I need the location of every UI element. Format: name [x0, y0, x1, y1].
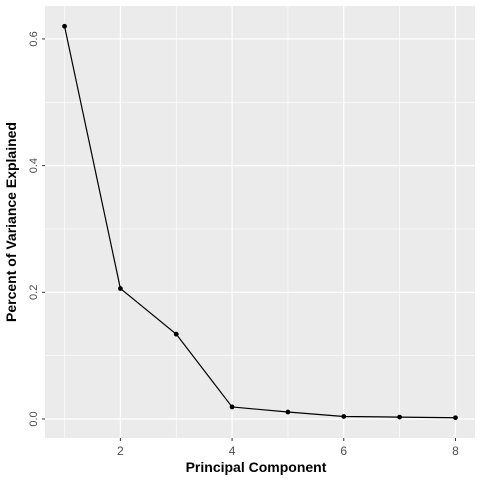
minor-gridlines — [45, 6, 475, 438]
data-point — [62, 23, 67, 29]
major-gridlines — [45, 6, 475, 438]
x-tick-label: 6 — [340, 444, 347, 458]
data-point — [397, 414, 403, 420]
plot-panel — [45, 6, 475, 438]
data-point — [453, 415, 458, 421]
data-point — [229, 404, 235, 410]
x-tick-label: 8 — [452, 444, 459, 458]
x-axis-ticks: 2 4 6 8 — [117, 438, 459, 458]
data-series — [62, 23, 458, 421]
y-tick-label: 0.0 — [28, 411, 40, 426]
data-point — [341, 414, 347, 419]
data-point — [117, 286, 123, 291]
y-tick-label: 0.4 — [28, 158, 40, 173]
data-point — [285, 409, 291, 415]
y-tick-label: 0.2 — [28, 285, 40, 300]
x-axis-title: Principal Component — [186, 459, 327, 475]
x-tick-label: 4 — [229, 444, 236, 458]
y-tick-label: 0.6 — [28, 31, 40, 46]
data-point — [173, 331, 179, 337]
y-axis-title: Percent of Variance Explained — [3, 122, 19, 322]
x-tick-label: 2 — [117, 444, 124, 458]
series-line — [63, 26, 456, 419]
y-axis-ticks: 0.0 0.2 0.4 0.6 — [28, 31, 45, 427]
